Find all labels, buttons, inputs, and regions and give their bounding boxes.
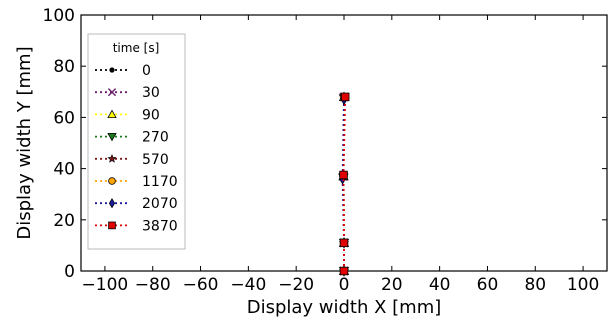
- legend-title: time [s]: [113, 41, 160, 55]
- y-tick-label: 80: [53, 57, 75, 77]
- x-tick-label: −80: [135, 275, 171, 295]
- legend-label: 270: [142, 130, 169, 146]
- legend-label: 0: [142, 63, 151, 79]
- x-tick-label: 0: [339, 275, 350, 295]
- y-tick-label: 0: [64, 262, 75, 282]
- data-point-3870: [339, 238, 349, 248]
- x-tick-label: 40: [429, 275, 451, 295]
- legend-entry-30: 30: [95, 85, 160, 101]
- legend-marker: [108, 221, 116, 230]
- series-layer: [338, 91, 350, 277]
- x-tick-label: −40: [230, 275, 266, 295]
- x-axis-ticks: −100 −80 −60 −40 −20 0 20 40 60 80 100: [82, 15, 599, 295]
- legend-label: 1170: [142, 174, 178, 190]
- legend-box: [87, 33, 186, 250]
- legend-marker: [107, 154, 117, 163]
- y-tick-label: 60: [53, 108, 75, 128]
- x-tick-label: 100: [567, 275, 599, 295]
- legend-entry-1170: 1170: [95, 174, 178, 190]
- y-tick-label: 100: [43, 6, 75, 26]
- data-point-3870: [340, 92, 350, 102]
- legend-items: 0 30 90 270 570 1170 2070 3870: [95, 63, 178, 234]
- x-tick-label: −20: [278, 275, 314, 295]
- legend-label: 570: [142, 152, 169, 168]
- legend-marker: [108, 198, 116, 209]
- x-tick-label: 60: [477, 275, 499, 295]
- x-tick-label: 20: [381, 275, 403, 295]
- series-line-3870: [342, 96, 347, 271]
- y-axis-ticks: 0 20 40 60 80 100: [43, 6, 607, 282]
- data-point-3870: [339, 170, 348, 180]
- legend-label: 90: [142, 107, 160, 123]
- legend-label: 30: [142, 85, 160, 101]
- legend-marker: [109, 67, 115, 73]
- x-axis-label: Display width X [mm]: [247, 297, 442, 318]
- legend-marker: [107, 88, 117, 97]
- series-3870: [339, 92, 350, 276]
- legend-marker: [107, 132, 117, 142]
- legend-marker: [107, 109, 117, 118]
- legend-entry-270: 270: [95, 130, 169, 146]
- legend-label: 2070: [142, 196, 178, 212]
- legend-entry-2070: 2070: [95, 196, 178, 212]
- legend-label: 3870: [142, 218, 178, 234]
- legend-entry-570: 570: [95, 152, 169, 168]
- legend-entry-0: 0: [95, 63, 151, 79]
- data-point-3870: [339, 266, 349, 276]
- y-tick-label: 20: [53, 211, 75, 231]
- x-tick-label: −60: [183, 275, 219, 295]
- legend-entry-90: 90: [95, 107, 160, 123]
- x-tick-label: 80: [524, 275, 546, 295]
- y-axis-label: Display width Y [mm]: [14, 46, 35, 239]
- y-tick-label: 40: [53, 160, 75, 180]
- legend-entry-3870: 3870: [95, 218, 178, 234]
- x-tick-label: −100: [82, 275, 129, 295]
- legend: time [s] 0 30 90 270 570 1170 2070 3870: [87, 33, 186, 250]
- legend-marker: [108, 177, 116, 185]
